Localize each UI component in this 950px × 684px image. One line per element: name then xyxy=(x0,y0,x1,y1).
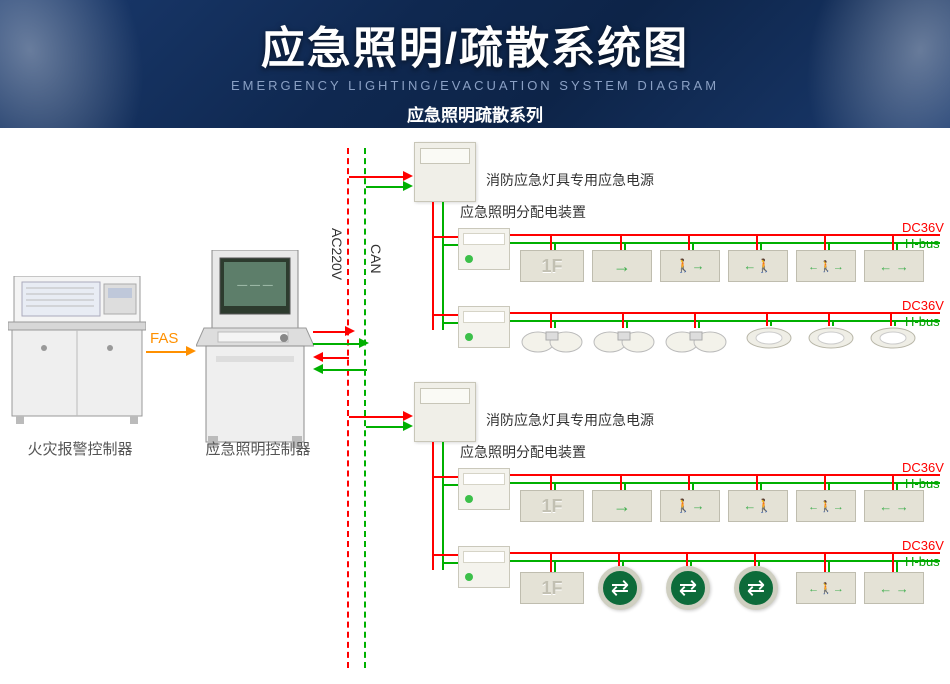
r1-d2: → xyxy=(592,250,652,282)
elc-out-red-arrow-icon xyxy=(345,326,355,336)
branch-a-red-arrow-icon xyxy=(403,171,413,181)
elc-in-grn-line xyxy=(321,369,367,371)
r3-dc-line xyxy=(510,474,940,476)
can-label: CAN xyxy=(368,244,384,274)
dist-box-row1 xyxy=(458,228,510,270)
r1-dc-label: DC36V xyxy=(902,220,944,235)
fas-link-label: FAS xyxy=(150,330,178,347)
branch-b-grn-arrow-icon xyxy=(403,421,413,431)
pb-v-grn xyxy=(442,442,444,570)
r3-d2: → xyxy=(592,490,652,522)
r3-feed-grn xyxy=(444,484,458,486)
r4-dc-label: DC36V xyxy=(902,538,944,553)
elc-out-grn-line xyxy=(313,343,361,345)
r3-d5: ←🚶→ xyxy=(796,490,856,522)
elc-in-red-line xyxy=(321,357,349,359)
branch-a-grn-arrow-icon xyxy=(403,181,413,191)
r1-d6: ← → xyxy=(864,250,924,282)
r4-hbus-line xyxy=(510,560,940,562)
r4-d1: 1F xyxy=(520,572,584,604)
r4-feed-red xyxy=(434,554,458,556)
r2-dc-label: DC36V xyxy=(902,298,944,313)
dist-b-label: 应急照明分配电装置 xyxy=(460,442,586,462)
title-main: 应急照明/疏散系统图 xyxy=(0,0,950,76)
r2-dc-line xyxy=(510,312,940,314)
r3-d4: ←🚶 xyxy=(728,490,788,522)
title-sub: EMERGENCY LIGHTING/EVACUATION SYSTEM DIA… xyxy=(0,78,950,93)
r2-feed-red xyxy=(434,314,458,316)
fas-arrow-icon xyxy=(186,346,196,356)
r2-d3 xyxy=(664,328,728,356)
branch-b-red-arrow-icon xyxy=(403,411,413,421)
power-box-b-label: 消防应急灯具专用应急电源 xyxy=(486,410,654,430)
elc-in-red-arrow-icon xyxy=(313,352,323,362)
can-trunk xyxy=(364,148,366,668)
diagram-canvas: 火灾报警控制器 FAS — — — 应急照明控制器 AC xyxy=(0,128,950,684)
r2-hbus-line xyxy=(510,320,940,322)
r1-feed-red xyxy=(434,236,458,238)
r2-d5 xyxy=(806,326,856,356)
elc-out-red-line xyxy=(313,331,347,333)
r3-d6: ← → xyxy=(864,490,924,522)
fire-alarm-controller-label: 火灾报警控制器 xyxy=(20,438,140,459)
r4-d2: ⇄ xyxy=(598,566,642,610)
r4-d4: ⇄ xyxy=(734,566,778,610)
r1-hbus-line xyxy=(510,242,940,244)
r2-feed-grn xyxy=(444,322,458,324)
r3-feed-red xyxy=(434,476,458,478)
r1-dc-line xyxy=(510,234,940,236)
r3-d3: 🚶→ xyxy=(660,490,720,522)
r4-dc-line xyxy=(510,552,940,554)
branch-b-grn xyxy=(366,426,405,428)
r4-feed-grn xyxy=(444,562,458,564)
r2-d2 xyxy=(592,328,656,356)
dist-box-row4 xyxy=(458,546,510,588)
r3-dc-label: DC36V xyxy=(902,460,944,475)
r1-d3: 🚶→ xyxy=(660,250,720,282)
ac220v-label: AC220V xyxy=(329,228,345,280)
r1-d4: ←🚶 xyxy=(728,250,788,282)
power-box-a-label: 消防应急灯具专用应急电源 xyxy=(486,170,654,190)
pb-v-red xyxy=(432,442,434,570)
branch-a-grn xyxy=(366,186,405,188)
r1-d1: 1F xyxy=(520,250,584,282)
ac220v-trunk xyxy=(347,148,349,668)
r2-d6 xyxy=(868,326,918,356)
r4-hbus-label: H-bus xyxy=(905,554,940,569)
dist-box-row2 xyxy=(458,306,510,348)
dist-a-label: 应急照明分配电装置 xyxy=(460,202,586,222)
r3-hbus-line xyxy=(510,482,940,484)
svg-text:— — —: — — — xyxy=(237,280,273,291)
dist-box-row3 xyxy=(458,468,510,510)
elc-in-grn-arrow-icon xyxy=(313,364,323,374)
r1-hbus-label: H-bus xyxy=(905,236,940,251)
r4-d3: ⇄ xyxy=(666,566,710,610)
pa-v-red xyxy=(432,202,434,330)
fire-alarm-controller xyxy=(8,276,146,424)
emergency-lighting-controller: — — — xyxy=(196,250,314,450)
r2-d4 xyxy=(744,326,794,356)
r4-d5: ←🚶→ xyxy=(796,572,856,604)
power-box-b xyxy=(414,382,476,442)
r1-d5: ←🚶→ xyxy=(796,250,856,282)
branch-b-red xyxy=(349,416,405,418)
r3-d1: 1F xyxy=(520,490,584,522)
fas-line xyxy=(146,351,188,353)
elc-out-grn-arrow-icon xyxy=(359,338,369,348)
r1-feed-grn xyxy=(444,244,458,246)
title-series: 应急照明疏散系列 xyxy=(0,101,950,126)
r2-d1 xyxy=(520,328,584,356)
header-banner: 应急照明/疏散系统图 EMERGENCY LIGHTING/EVACUATION… xyxy=(0,0,950,128)
pa-v-grn xyxy=(442,202,444,330)
branch-a-red xyxy=(349,176,405,178)
power-box-a xyxy=(414,142,476,202)
r3-hbus-label: H-bus xyxy=(905,476,940,491)
r4-d6: ← → xyxy=(864,572,924,604)
emergency-lighting-controller-label: 应急照明控制器 xyxy=(198,438,318,459)
